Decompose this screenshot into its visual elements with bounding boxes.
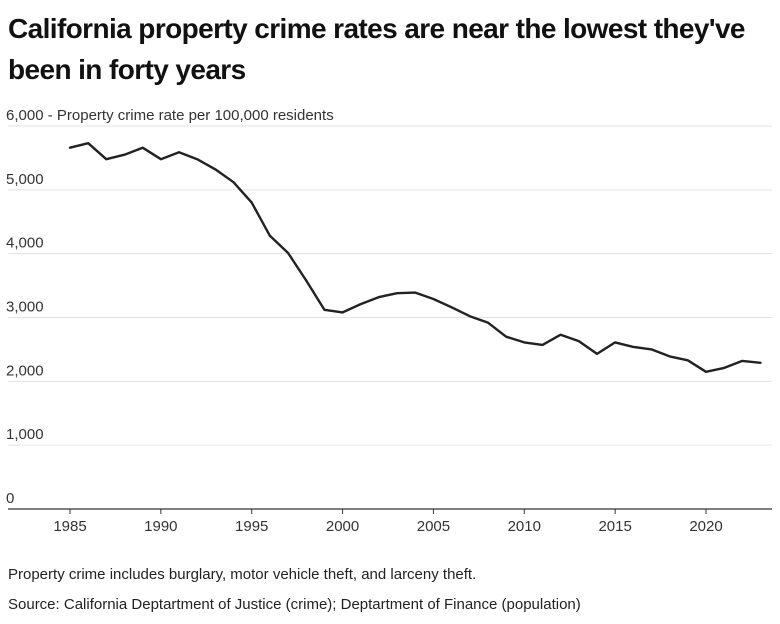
y-tick-label: 6,000 bbox=[6, 107, 44, 124]
source-note: Source: California Deptartment of Justic… bbox=[8, 596, 581, 613]
y-axis-ticks: 0 1,000 2,000 3,000 4,000 5,000 bbox=[6, 171, 44, 507]
y-axis-label: 6,000 - Property crime rate per 100,000 … bbox=[6, 107, 334, 124]
x-tick-label: 2005 bbox=[417, 518, 450, 535]
x-axis-ticks: 1985 1990 1995 2000 2005 2010 2015 2020 bbox=[53, 509, 723, 535]
line-chart: 0 1,000 2,000 3,000 4,000 5,000 6,000 - Prope… bbox=[6, 107, 772, 535]
x-tick-label: 1995 bbox=[235, 518, 268, 535]
x-tick-label: 1985 bbox=[53, 518, 86, 535]
series-line bbox=[68, 142, 762, 373]
y-tick-label: 3,000 bbox=[6, 299, 44, 316]
x-tick-label: 1990 bbox=[144, 518, 177, 535]
y-tick-label: 1,000 bbox=[6, 426, 44, 443]
x-tick-label: 2020 bbox=[689, 518, 722, 535]
y-axis-label-separator: - bbox=[44, 107, 57, 124]
chart-title: California property crime rates are near… bbox=[8, 13, 745, 85]
x-tick-label: 2010 bbox=[508, 518, 541, 535]
y-tick-label: 2,000 bbox=[6, 362, 44, 379]
gridlines bbox=[8, 125, 772, 446]
x-tick-label: 2015 bbox=[598, 518, 631, 535]
footnote: Property crime includes burglary, motor … bbox=[8, 566, 477, 583]
x-tick-label: 2000 bbox=[326, 518, 359, 535]
y-tick-label: 4,000 bbox=[6, 235, 44, 252]
y-tick-label: 5,000 bbox=[6, 171, 44, 188]
y-tick-label: 0 bbox=[6, 490, 14, 507]
y-axis-title: Property crime rate per 100,000 resident… bbox=[57, 107, 334, 124]
